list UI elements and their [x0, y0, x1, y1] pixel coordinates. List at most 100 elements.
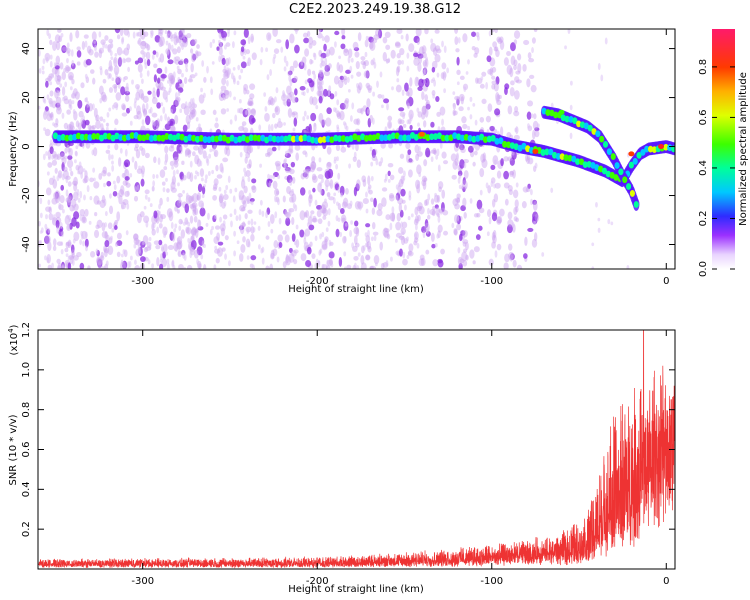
noise-speckle	[513, 64, 517, 71]
noise-speckle	[597, 217, 601, 222]
noise-speckle	[268, 180, 272, 189]
noise-speckle	[169, 81, 172, 88]
noise-speckle	[494, 29, 498, 34]
noise-speckle	[455, 96, 460, 106]
noise-speckle	[324, 35, 330, 43]
noise-speckle	[335, 228, 340, 238]
noise-speckle	[226, 108, 230, 112]
noise-speckle	[339, 231, 343, 238]
noise-speckle	[533, 29, 538, 33]
noise-speckle	[223, 36, 227, 42]
noise-speckle	[116, 46, 123, 56]
noise-speckle	[514, 127, 518, 133]
noise-speckle	[512, 259, 517, 268]
noise-speckle	[166, 196, 170, 202]
noise-speckle	[133, 195, 139, 202]
noise-speckle	[257, 225, 261, 231]
ridge-core	[60, 133, 66, 141]
noise-speckle	[291, 195, 295, 204]
noise-speckle	[142, 95, 149, 103]
noise-speckle	[240, 39, 247, 46]
noise-speckle	[203, 263, 207, 269]
ridge-core	[294, 135, 300, 142]
noise-speckle	[98, 85, 104, 95]
noise-speckle	[139, 30, 146, 40]
noise-speckle	[371, 38, 378, 44]
noise-speckle	[513, 110, 520, 117]
noise-speckle	[196, 44, 200, 49]
noise-speckle	[307, 68, 312, 77]
noise-speckle	[321, 36, 325, 42]
noise-speckle	[453, 110, 458, 116]
noise-speckle	[406, 52, 410, 59]
noise-speckle	[367, 186, 371, 193]
noise-speckle	[267, 173, 270, 180]
noise-speckle	[117, 192, 120, 199]
noise-speckle	[402, 175, 406, 181]
noise-speckle	[66, 144, 70, 150]
noise-speckle	[180, 220, 184, 225]
noise-speckle	[467, 59, 470, 65]
noise-speckle	[496, 219, 502, 224]
noise-speckle	[158, 222, 163, 229]
noise-speckle	[153, 210, 158, 219]
noise-speckle	[156, 102, 161, 109]
noise-speckle	[179, 146, 183, 151]
ridge-core	[640, 148, 646, 156]
noise-speckle	[395, 66, 400, 77]
noise-speckle	[186, 121, 191, 130]
noise-speckle	[341, 29, 346, 36]
noise-speckle	[53, 238, 57, 247]
noise-speckle	[275, 87, 279, 94]
ridge-core	[444, 134, 450, 142]
noise-speckle	[151, 96, 158, 105]
noise-speckle	[382, 51, 387, 62]
noise-speckle	[152, 50, 157, 55]
noise-speckle	[488, 46, 493, 56]
noise-speckle	[504, 253, 510, 263]
noise-speckle	[457, 247, 461, 254]
noise-speckle	[282, 195, 286, 203]
noise-speckle	[47, 161, 53, 168]
noise-speckle	[443, 45, 447, 53]
spectrogram-x-label: Height of straight line (km)	[288, 284, 424, 295]
noise-speckle	[325, 227, 329, 232]
noise-speckle	[160, 213, 167, 220]
noise-speckle	[190, 62, 194, 73]
noise-speckle	[71, 59, 75, 67]
noise-speckle	[339, 110, 345, 121]
noise-speckle	[61, 230, 64, 238]
noise-speckle	[275, 39, 282, 44]
noise-speckle	[102, 118, 106, 123]
noise-speckle	[462, 241, 467, 247]
noise-speckle	[496, 215, 503, 224]
noise-speckle	[216, 174, 223, 179]
noise-speckle	[144, 42, 149, 49]
noise-speckle	[189, 48, 194, 54]
noise-speckle	[52, 214, 56, 222]
noise-speckle	[211, 61, 215, 65]
ridge-core	[64, 134, 70, 142]
noise-speckle	[413, 240, 418, 246]
noise-speckle	[76, 252, 82, 258]
noise-speckle	[407, 169, 413, 178]
noise-speckle	[365, 35, 369, 41]
noise-speckle	[373, 197, 377, 208]
noise-speckle	[305, 210, 310, 218]
noise-speckle	[99, 66, 103, 70]
noise-speckle	[104, 68, 109, 76]
noise-speckle	[357, 32, 362, 42]
noise-speckle	[86, 185, 90, 193]
noise-speckle	[482, 152, 487, 162]
noise-speckle	[53, 192, 58, 200]
noise-speckle	[356, 265, 360, 269]
noise-speckle	[87, 265, 91, 269]
noise-speckle	[107, 72, 111, 80]
noise-speckle	[42, 58, 46, 65]
noise-speckle	[273, 48, 280, 55]
noise-speckle	[408, 195, 412, 201]
noise-speckle	[421, 179, 427, 187]
noise-speckle	[176, 65, 180, 70]
x-tick-label: 0	[663, 576, 669, 587]
noise-speckle	[95, 119, 101, 130]
